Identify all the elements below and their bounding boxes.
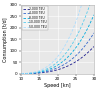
Line: 50,000 TEU: 50,000 TEU bbox=[21, 0, 94, 74]
10,000 TEU bbox=[64, 55, 65, 56]
Y-axis label: Consumption [t/d]: Consumption [t/d] bbox=[4, 17, 8, 62]
10,000 TEU bbox=[86, 12, 88, 13]
50,000 TEU bbox=[65, 44, 66, 45]
8,000 TEU bbox=[82, 37, 83, 38]
10,000 TEU bbox=[21, 73, 22, 74]
8,000 TEU bbox=[64, 60, 65, 61]
8,000 TEU bbox=[21, 73, 22, 74]
2,000 TEU bbox=[65, 66, 66, 67]
8,000 TEU bbox=[64, 60, 65, 61]
4,000 TEU bbox=[93, 32, 94, 33]
50,000 TEU bbox=[82, 1, 83, 2]
8,000 TEU bbox=[65, 59, 66, 60]
2,000 TEU bbox=[21, 73, 22, 74]
Line: 10,000 TEU: 10,000 TEU bbox=[21, 0, 94, 74]
4,000 TEU bbox=[64, 64, 65, 65]
50,000 TEU bbox=[64, 46, 65, 48]
2,000 TEU bbox=[86, 53, 88, 54]
10,000 TEU bbox=[64, 54, 65, 55]
2,000 TEU bbox=[21, 73, 22, 74]
4,000 TEU bbox=[65, 63, 66, 64]
8,000 TEU bbox=[21, 73, 22, 74]
4,000 TEU bbox=[86, 42, 88, 44]
10,000 TEU bbox=[65, 53, 66, 54]
10,000 TEU bbox=[82, 23, 83, 24]
2,000 TEU bbox=[82, 57, 83, 58]
4,000 TEU bbox=[64, 64, 65, 65]
10,000 TEU bbox=[21, 73, 22, 74]
Line: 8,000 TEU: 8,000 TEU bbox=[21, 15, 94, 74]
X-axis label: Speed [kn]: Speed [kn] bbox=[44, 83, 71, 88]
4,000 TEU bbox=[21, 73, 22, 74]
Line: 2,000 TEU: 2,000 TEU bbox=[21, 47, 94, 74]
50,000 TEU bbox=[21, 73, 22, 74]
2,000 TEU bbox=[93, 46, 94, 47]
2,000 TEU bbox=[64, 67, 65, 68]
50,000 TEU bbox=[21, 73, 22, 74]
2,000 TEU bbox=[64, 67, 65, 68]
Line: 4,000 TEU: 4,000 TEU bbox=[21, 33, 94, 74]
4,000 TEU bbox=[21, 73, 22, 74]
50,000 TEU bbox=[64, 46, 65, 47]
Legend: 2,000 TEU, 4,000 TEU, 8,000 TEU, 10,000 TEU, 50,000 TEU: 2,000 TEU, 4,000 TEU, 8,000 TEU, 10,000 … bbox=[22, 6, 48, 30]
4,000 TEU bbox=[82, 48, 83, 49]
8,000 TEU bbox=[93, 14, 94, 15]
8,000 TEU bbox=[86, 29, 88, 30]
